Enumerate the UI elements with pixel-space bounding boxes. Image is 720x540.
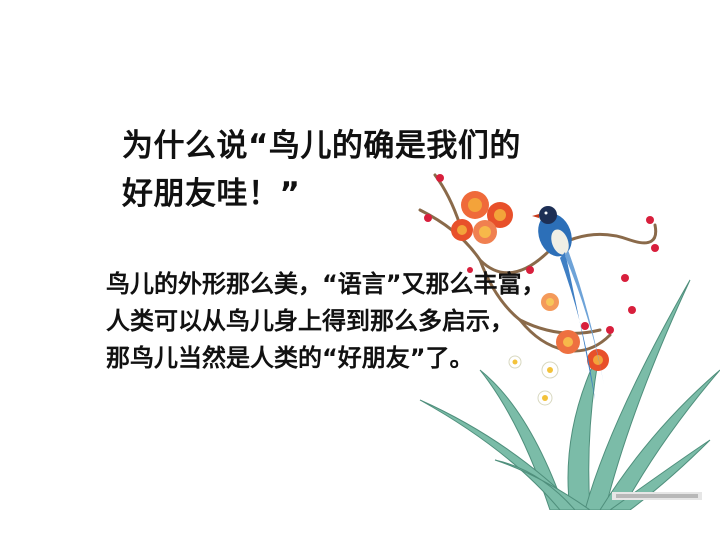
- watermark-stamp: [612, 492, 702, 500]
- magpie-bird: [532, 206, 605, 400]
- slide-body-line: 鸟儿的外形那么美，“语言”又那么丰富，: [106, 270, 546, 298]
- slide-body-line: 那鸟儿当然是人类的“好朋友”了。: [106, 344, 474, 372]
- bird-and-blossom-illustration: [418, 173, 720, 510]
- narcissus-flowers: [508, 355, 559, 406]
- slide-title-line: 为什么说“鸟儿的确是我们的: [122, 128, 521, 164]
- slide-title-line: 好朋友哇！”: [122, 176, 301, 212]
- slide-body-line: 人类可以从鸟儿身上得到那么多启示，: [106, 307, 514, 335]
- plum-blossoms: [451, 191, 609, 371]
- slide-title: 为什么说“鸟儿的确是我们的 好朋友哇！”: [122, 122, 622, 218]
- red-buds: [424, 174, 659, 334]
- slide-body: 鸟儿的外形那么美，“语言”又那么丰富， 人类可以从鸟儿身上得到那么多启示， 那鸟…: [106, 266, 706, 377]
